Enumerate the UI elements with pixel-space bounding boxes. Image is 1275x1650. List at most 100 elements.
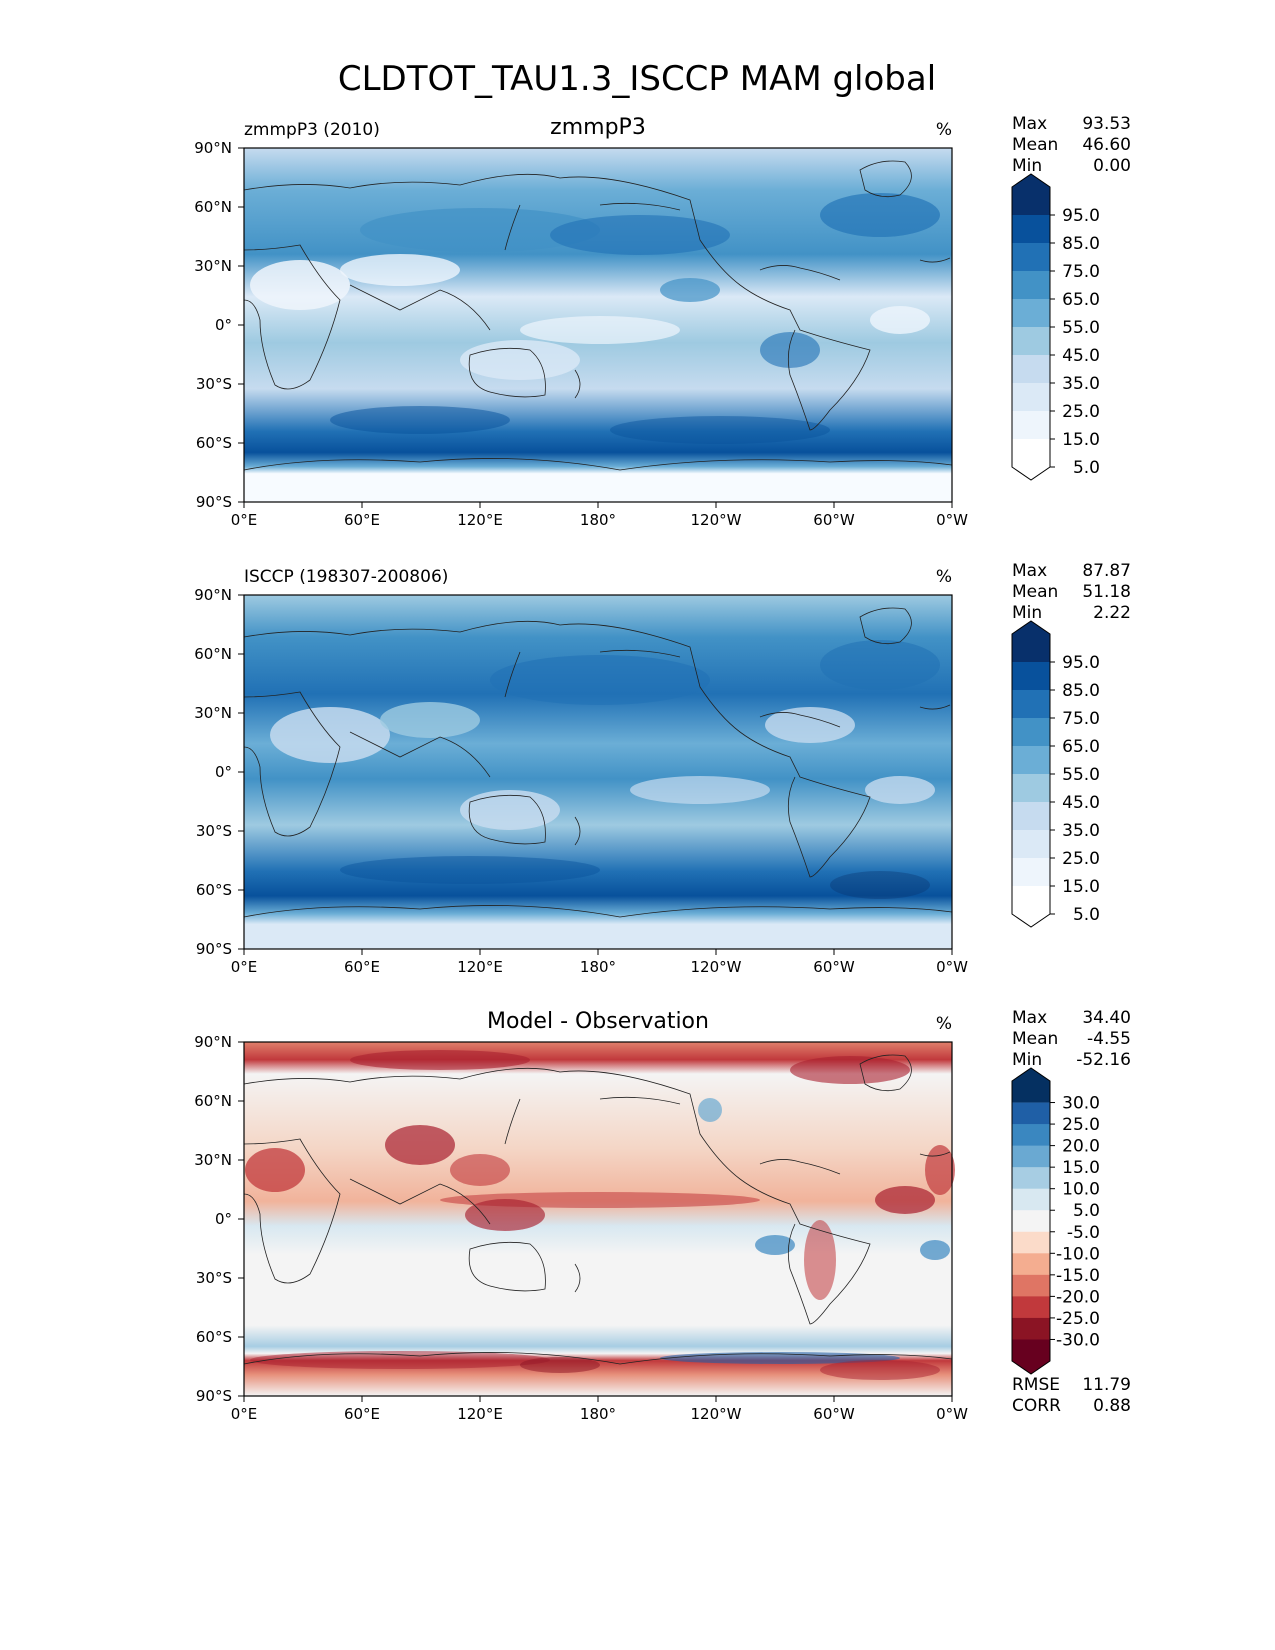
colorbar-tick-label: 65.0 [1062, 737, 1100, 757]
panel-title-diff: Model - Observation [487, 1009, 709, 1034]
colorbar-swatch [1012, 411, 1050, 440]
stat-value-max: 87.87 [1082, 561, 1131, 581]
colorbar-tick-label: 75.0 [1062, 262, 1100, 282]
colorbar-swatch [1012, 1145, 1050, 1168]
colorbar-tick-label: -5.0 [1067, 1223, 1100, 1243]
colorbar-swatch [1012, 830, 1050, 859]
y-tick-label: 0° [215, 316, 232, 334]
colorbar-obs: 95.0 85.0 75.0 65.0 55.0 45.0 35.0 25.0 15.0 5.0 [1011, 620, 1100, 928]
y-tick-label: 60°S [196, 881, 232, 899]
x-tick-label: 0°W [936, 958, 968, 976]
y-tick-label: 30°N [194, 257, 232, 275]
colorbar-swatch [1012, 886, 1050, 927]
colorbar-tick-label: 35.0 [1062, 821, 1100, 841]
colorbar-outline [1011, 1067, 1051, 1375]
stat-label-mean: Mean [1012, 135, 1058, 155]
y-tick-label: 90°S [196, 1387, 232, 1405]
stat-label-mean: Mean [1012, 582, 1058, 602]
x-tick-label: 60°E [344, 511, 380, 529]
colorbar-swatch [1012, 1296, 1050, 1319]
stats-obs: Max 87.87 Mean 51.18 Min 2.22 [1012, 561, 1131, 623]
colorbar-swatch [1012, 1210, 1050, 1233]
stat-value-min: 0.00 [1093, 156, 1131, 176]
coastlines-obs [243, 607, 953, 918]
stat-value-rmse: 11.79 [1082, 1375, 1131, 1395]
y-tick-label: 60°N [194, 1092, 232, 1110]
colorbar-tick-label: 45.0 [1062, 793, 1100, 813]
colorbar-swatch [1012, 1317, 1050, 1340]
error-stats-diff: RMSE 11.79 CORR 0.88 [1012, 1375, 1131, 1416]
x-tick-label: 120°E [457, 1405, 503, 1423]
y-tick-label: 30°N [194, 704, 232, 722]
y-tick-label: 90°N [194, 139, 232, 157]
colorbar-swatch [1012, 1339, 1050, 1374]
panel-obs: 0°E 60°E 120°E 180° 120°W 60°W 0°W 90°N 60°N 30°N… [194, 561, 1131, 976]
colorbar-swatch [1012, 355, 1050, 384]
stat-label-mean: Mean [1012, 1029, 1058, 1049]
colorbar-swatch [1012, 662, 1050, 691]
colorbar-swatch [1012, 1253, 1050, 1276]
colorbar-swatch [1012, 327, 1050, 356]
colorbar-swatch [1012, 774, 1050, 803]
units-model: % [936, 120, 952, 140]
colorbar-tick-label: 25.0 [1062, 1115, 1100, 1135]
colorbar-tick-label: 95.0 [1062, 653, 1100, 673]
colorbar-tick-label: 75.0 [1062, 709, 1100, 729]
figure-title: CLDTOT_TAU1.3_ISCCP MAM global [338, 59, 936, 99]
axes-obs: 0°E 60°E 120°E 180° 120°W 60°W 0°W 90°N 60°N 30°N… [194, 586, 968, 976]
colorbar-tick-label: 85.0 [1062, 681, 1100, 701]
coastlines-model [243, 160, 953, 471]
colorbar-tick-label: 25.0 [1062, 402, 1100, 422]
colorbar-swatch [1012, 1124, 1050, 1147]
x-tick-label: 180° [580, 1405, 616, 1423]
y-tick-label: 30°S [196, 822, 232, 840]
colorbar-tick-label: -10.0 [1056, 1244, 1100, 1264]
left-label-model: zmmpP3 (2010) [244, 120, 380, 140]
colorbar-tick-label: 5.0 [1073, 458, 1100, 478]
colorbar-tick-label: 55.0 [1062, 765, 1100, 785]
colorbar-tick-label: 15.0 [1062, 430, 1100, 450]
x-tick-label: 60°E [344, 958, 380, 976]
x-tick-label: 60°W [813, 958, 855, 976]
y-tick-label: 60°S [196, 1328, 232, 1346]
colorbar-tick-label: -20.0 [1056, 1287, 1100, 1307]
colorbar-tick-label: 10.0 [1062, 1180, 1100, 1200]
stat-value-mean: 46.60 [1082, 135, 1131, 155]
y-tick-label: 30°S [196, 1269, 232, 1287]
colorbar-swatch [1012, 690, 1050, 719]
stat-value-max: 93.53 [1082, 114, 1131, 134]
y-tick-label: 0° [215, 763, 232, 781]
x-tick-label: 120°E [457, 958, 503, 976]
stat-value-mean: 51.18 [1082, 582, 1131, 602]
colorbar-swatch [1012, 1231, 1050, 1254]
y-tick-label: 90°N [194, 586, 232, 604]
stat-value-corr: 0.88 [1093, 1396, 1131, 1416]
x-tick-label: 180° [580, 511, 616, 529]
y-tick-label: 30°S [196, 375, 232, 393]
x-tick-label: 60°W [813, 1405, 855, 1423]
stat-label-max: Max [1012, 114, 1047, 134]
colorbar-tick-label: 45.0 [1062, 346, 1100, 366]
x-tick-label: 0°W [936, 1405, 968, 1423]
colorbar-swatch [1012, 746, 1050, 775]
colorbar-tick-label: 5.0 [1073, 905, 1100, 925]
colorbar-swatch [1012, 621, 1050, 662]
colorbar-swatch [1012, 439, 1050, 480]
x-tick-label: 180° [580, 958, 616, 976]
x-tick-label: 60°E [344, 1405, 380, 1423]
colorbar-diff: 30.025.020.015.010.05.0-5.0-10.0-15.0-20… [1011, 1067, 1100, 1375]
stat-label-max: Max [1012, 561, 1047, 581]
x-tick-label: 120°W [691, 1405, 742, 1423]
x-tick-label: 60°W [813, 511, 855, 529]
y-tick-label: 90°S [196, 493, 232, 511]
x-tick-label: 120°W [691, 511, 742, 529]
colorbar-swatch [1012, 174, 1050, 215]
colorbar-tick-label: 30.0 [1062, 1094, 1100, 1114]
stat-label-max: Max [1012, 1008, 1047, 1028]
panel-model: 0°E 60°E 120°E 180° 120°W 60°W 0°W 90°N 60°N 30°N… [194, 114, 1131, 529]
x-tick-label: 0°E [231, 958, 258, 976]
colorbar-tick-label: 15.0 [1062, 1158, 1100, 1178]
map-field-obs [244, 595, 952, 949]
stat-value-mean: -4.55 [1087, 1029, 1131, 1049]
y-tick-label: 0° [215, 1210, 232, 1228]
